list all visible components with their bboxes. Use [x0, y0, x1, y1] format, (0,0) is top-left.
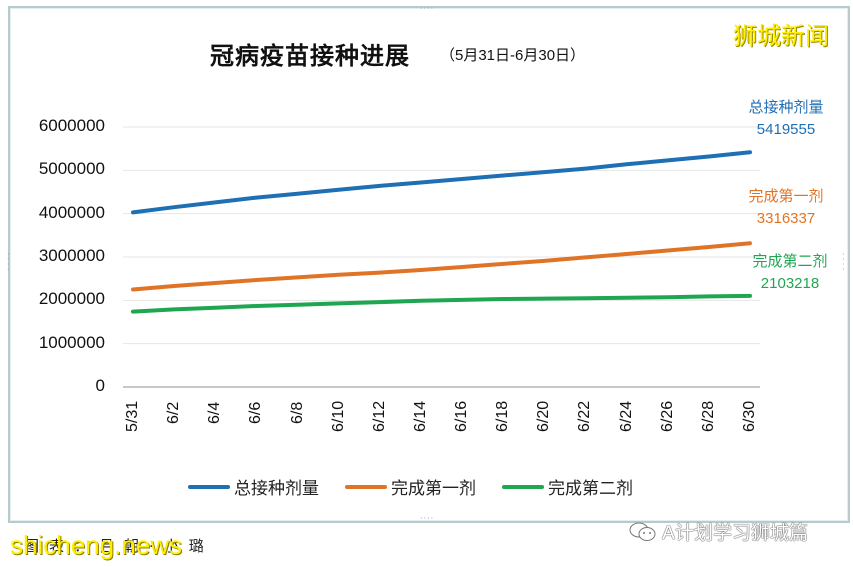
wechat-icon [629, 522, 656, 541]
series-line[interactable] [131, 150, 752, 215]
y-tick-label: 0 [95, 376, 105, 395]
y-tick-label: 4000000 [38, 202, 105, 222]
resize-handle-left[interactable]: · · · · [7, 250, 11, 274]
x-tick-label: 6/22 [576, 401, 594, 433]
legend-item-first-dose[interactable]: 完成第一剂 [345, 474, 476, 499]
wechat-account-name: A计划学习狮城篇 [662, 522, 808, 544]
legend-label-second-dose: 完成第二剂 [548, 479, 633, 499]
x-tick-label: 6/28 [699, 401, 717, 433]
resize-handle-top[interactable]: ···· [420, 4, 435, 13]
legend-item-total[interactable]: 总接种剂量 [188, 474, 319, 499]
x-tick-label: 6/6 [247, 401, 265, 424]
chart-subtitle: （5月31日-6月30日） [440, 47, 586, 64]
x-tick-label: 6/20 [535, 401, 553, 433]
resize-handle-right[interactable]: · · · · [842, 250, 846, 274]
end-label-first-dose: 完成第一剂 [726, 185, 846, 206]
end-value-first-dose: 3316337 [756, 210, 816, 227]
legend-label-first-dose: 完成第一剂 [391, 479, 476, 499]
chart-title: 冠病疫苗接种进展 [210, 42, 410, 70]
resize-handle-bottom[interactable]: ···· [420, 514, 435, 523]
y-tick-label: 5000000 [38, 159, 105, 179]
legend-swatch-first-dose [345, 484, 387, 489]
end-value-second-dose: 2103218 [760, 275, 820, 292]
wechat-attribution: A计划学习狮城篇 [628, 518, 808, 545]
x-tick-label: 6/14 [411, 401, 429, 433]
legend-label-total: 总接种剂量 [234, 479, 319, 499]
x-tick-label: 5/31 [124, 401, 141, 433]
chart-legend: 总接种剂量 完成第一剂 完成第二剂 [188, 474, 633, 499]
chart-frame [8, 6, 850, 523]
end-label-total-text: 总接种剂量 [748, 98, 824, 116]
end-label-second-dose: 完成第二剂 [730, 250, 850, 271]
y-tick-label: 1000000 [38, 332, 105, 352]
end-label-second-dose-text: 完成第二剂 [752, 252, 828, 270]
x-tick-label: 6/26 [658, 401, 676, 433]
y-tick-label: 2000000 [38, 289, 105, 309]
legend-swatch-second-dose [502, 484, 544, 489]
x-tick-label: 6/4 [206, 401, 224, 424]
series-line[interactable] [131, 293, 752, 314]
gridlines [123, 126, 760, 388]
x-tick-label: 6/18 [494, 401, 512, 433]
x-tick-label: 6/24 [617, 401, 635, 433]
x-tick-label: 6/30 [741, 401, 758, 433]
end-label-first-dose-text: 完成第一剂 [748, 187, 824, 205]
x-tick-label: 6/8 [288, 401, 306, 424]
watermark-logo-top: 狮城新闻 [733, 22, 829, 50]
x-tick-label: 6/16 [453, 401, 471, 433]
end-value-total: 5419555 [756, 121, 816, 138]
x-tick-label: 6/10 [329, 401, 347, 433]
y-tick-label: 6000000 [38, 116, 105, 135]
legend-swatch-total [188, 484, 230, 489]
watermark-site-bottom: shicheng.news [10, 530, 182, 560]
series-lines [131, 150, 752, 314]
legend-item-second-dose[interactable]: 完成第二剂 [502, 474, 633, 499]
x-tick-label: 6/2 [165, 401, 183, 424]
chart-credit: 图表：吕朝·小璐 [24, 537, 214, 555]
series-line[interactable] [131, 241, 752, 292]
x-tick-label: 6/12 [370, 401, 388, 433]
end-label-total: 总接种剂量 [726, 96, 846, 117]
y-tick-label: 3000000 [38, 246, 105, 265]
